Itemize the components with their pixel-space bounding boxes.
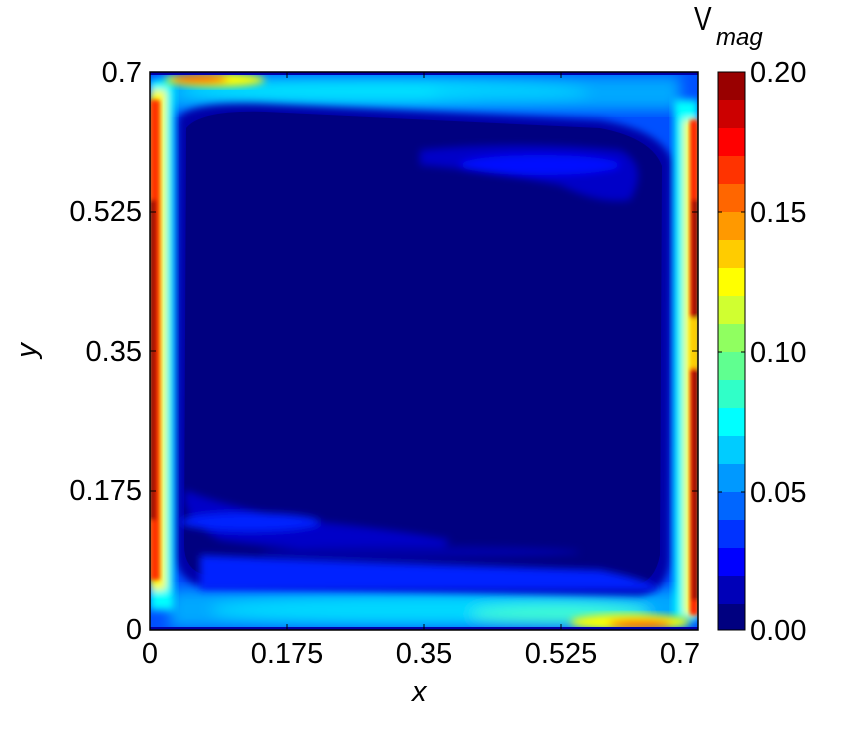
x-tick-label: 0	[141, 638, 159, 670]
colorbar-title-sub: mag	[716, 24, 763, 51]
colorbar-tick-label: 0.00	[750, 615, 807, 647]
y-axis-title: y	[10, 343, 43, 358]
x-tick-label: 0.175	[250, 638, 324, 670]
y-tick-label: 0.175	[69, 475, 142, 507]
y-tick-label: 0.35	[85, 336, 142, 368]
contour-field	[150, 72, 698, 630]
colorbar-title-main: V	[694, 0, 712, 37]
y-tick-label: 0.7	[101, 57, 142, 89]
y-tick-label: 0	[125, 614, 142, 646]
colorbar-tick-label: 0.20	[750, 57, 807, 89]
x-tick-label: 0.525	[524, 638, 598, 670]
colorbar	[717, 71, 746, 631]
axis-ticks	[150, 72, 698, 630]
colorbar-tick-label: 0.10	[750, 337, 807, 369]
y-tick-label: 0.525	[69, 196, 142, 228]
x-tick-label: 0.35	[395, 638, 453, 670]
colorbar-tick-label: 0.15	[750, 197, 807, 229]
x-axis-title: x	[412, 676, 427, 708]
x-tick-label: 0.7	[659, 638, 701, 670]
colorbar-tick-label: 0.05	[750, 477, 807, 509]
